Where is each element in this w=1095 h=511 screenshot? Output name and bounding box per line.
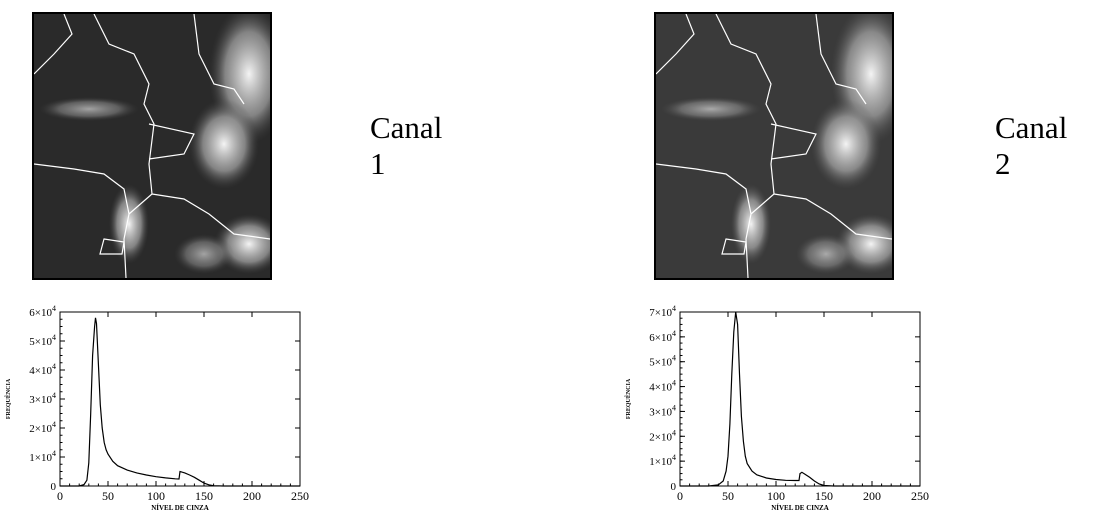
y-tick-label: 6×104 — [649, 329, 676, 344]
y-tick-label: 5×104 — [29, 333, 56, 348]
y-tick-exp: 4 — [672, 379, 676, 388]
y-tick-label: 1×104 — [29, 449, 56, 464]
histogram-chart-1: 0 50 100 150 200 25001×1042×1043×1044×1045×10… — [4, 304, 309, 511]
x-tick-label: 150 — [815, 489, 833, 503]
x-tick-label: 250 — [911, 489, 929, 503]
y-tick-label: 2×104 — [649, 428, 676, 443]
histogram-line — [680, 311, 920, 487]
x-tick-label: 150 — [195, 489, 213, 503]
y-tick-base: 2×10 — [649, 431, 672, 443]
plot-frame — [679, 311, 921, 487]
y-tick-base: 5×10 — [29, 336, 52, 348]
y-tick-base: 2×10 — [29, 423, 52, 435]
y-tick-label: 4×104 — [29, 362, 56, 377]
histogram-canal-2: 0 50 100 150 200 250 0 1×104 2×104 3×104 4×104 5×10… — [620, 300, 950, 511]
x-axis-label: NÍVEL DE CINZA — [151, 504, 209, 511]
y-tick-exp: 4 — [52, 304, 56, 313]
y-tick-label: 2×104 — [29, 420, 56, 435]
x-tick-label: 50 — [102, 489, 114, 503]
x-tick-label: 50 — [722, 489, 734, 503]
y-tick-exp: 4 — [52, 362, 56, 371]
x-tick-label: 100 — [767, 489, 785, 503]
y-tick-exp: 4 — [52, 391, 56, 400]
x-tick-label: 100 — [147, 489, 165, 503]
y-tick-label: 7×104 — [649, 304, 676, 319]
y-tick-exp: 4 — [672, 354, 676, 363]
satellite-image-icon — [34, 14, 270, 278]
y-axis-label: FREQUÊNCIA — [4, 378, 12, 419]
y-tick-base: 4×10 — [649, 382, 672, 394]
y-tick-label: 0 — [51, 481, 57, 493]
histogram-line — [60, 317, 300, 487]
x-tick-label: 200 — [863, 489, 881, 503]
y-tick-exp: 4 — [672, 304, 676, 313]
x-tick-label: 200 — [243, 489, 261, 503]
y-tick-base: 5×10 — [649, 357, 672, 369]
x-axis-label: NÍVEL DE CINZA — [771, 504, 829, 511]
y-tick-base: 3×10 — [649, 406, 672, 418]
x-tick-label: 0 — [677, 489, 683, 503]
y-tick-exp: 4 — [672, 403, 676, 412]
y-tick-base: 1×10 — [649, 456, 672, 468]
y-tick-base: 1×10 — [29, 452, 52, 464]
y-tick-label: 6×104 — [29, 304, 56, 319]
satellite-image-canal-2 — [654, 12, 894, 280]
y-tick-base: 4×10 — [29, 365, 52, 377]
histogram-chart-2: 0 50 100 150 200 25001×1042×1043×1044×1045×10… — [624, 304, 929, 511]
y-tick-base: 3×10 — [29, 394, 52, 406]
y-tick-label: 3×104 — [649, 403, 676, 418]
y-tick-base: 6×10 — [649, 332, 672, 344]
y-tick-exp: 4 — [672, 453, 676, 462]
plot-frame — [59, 311, 301, 487]
y-tick-base: 0 — [51, 481, 57, 493]
y-tick-base: 0 — [671, 481, 677, 493]
y-tick-base: 6×10 — [29, 307, 52, 319]
satellite-image-canal-1 — [32, 12, 272, 280]
y-tick-label: 3×104 — [29, 391, 56, 406]
y-tick-label: 0 — [671, 481, 677, 493]
y-tick-exp: 4 — [52, 449, 56, 458]
y-tick-label: 4×104 — [649, 379, 676, 394]
satellite-image-icon — [656, 14, 892, 278]
canal-label-2: Canal 2 — [995, 110, 1068, 181]
y-tick-exp: 4 — [672, 428, 676, 437]
y-tick-base: 7×10 — [649, 307, 672, 319]
y-tick-label: 1×104 — [649, 453, 676, 468]
y-tick-exp: 4 — [52, 420, 56, 429]
histogram-canal-1: 0 50 100 150 200 250 0 1×104 2×104 3×104 4×104 5×10… — [0, 300, 330, 511]
x-tick-label: 0 — [57, 489, 63, 503]
y-tick-exp: 4 — [52, 333, 56, 342]
y-tick-exp: 4 — [672, 329, 676, 338]
x-tick-label: 250 — [291, 489, 309, 503]
y-axis-label: FREQUÊNCIA — [624, 378, 632, 419]
canal-label-1: Canal 1 — [370, 110, 443, 181]
y-tick-label: 5×104 — [649, 354, 676, 369]
